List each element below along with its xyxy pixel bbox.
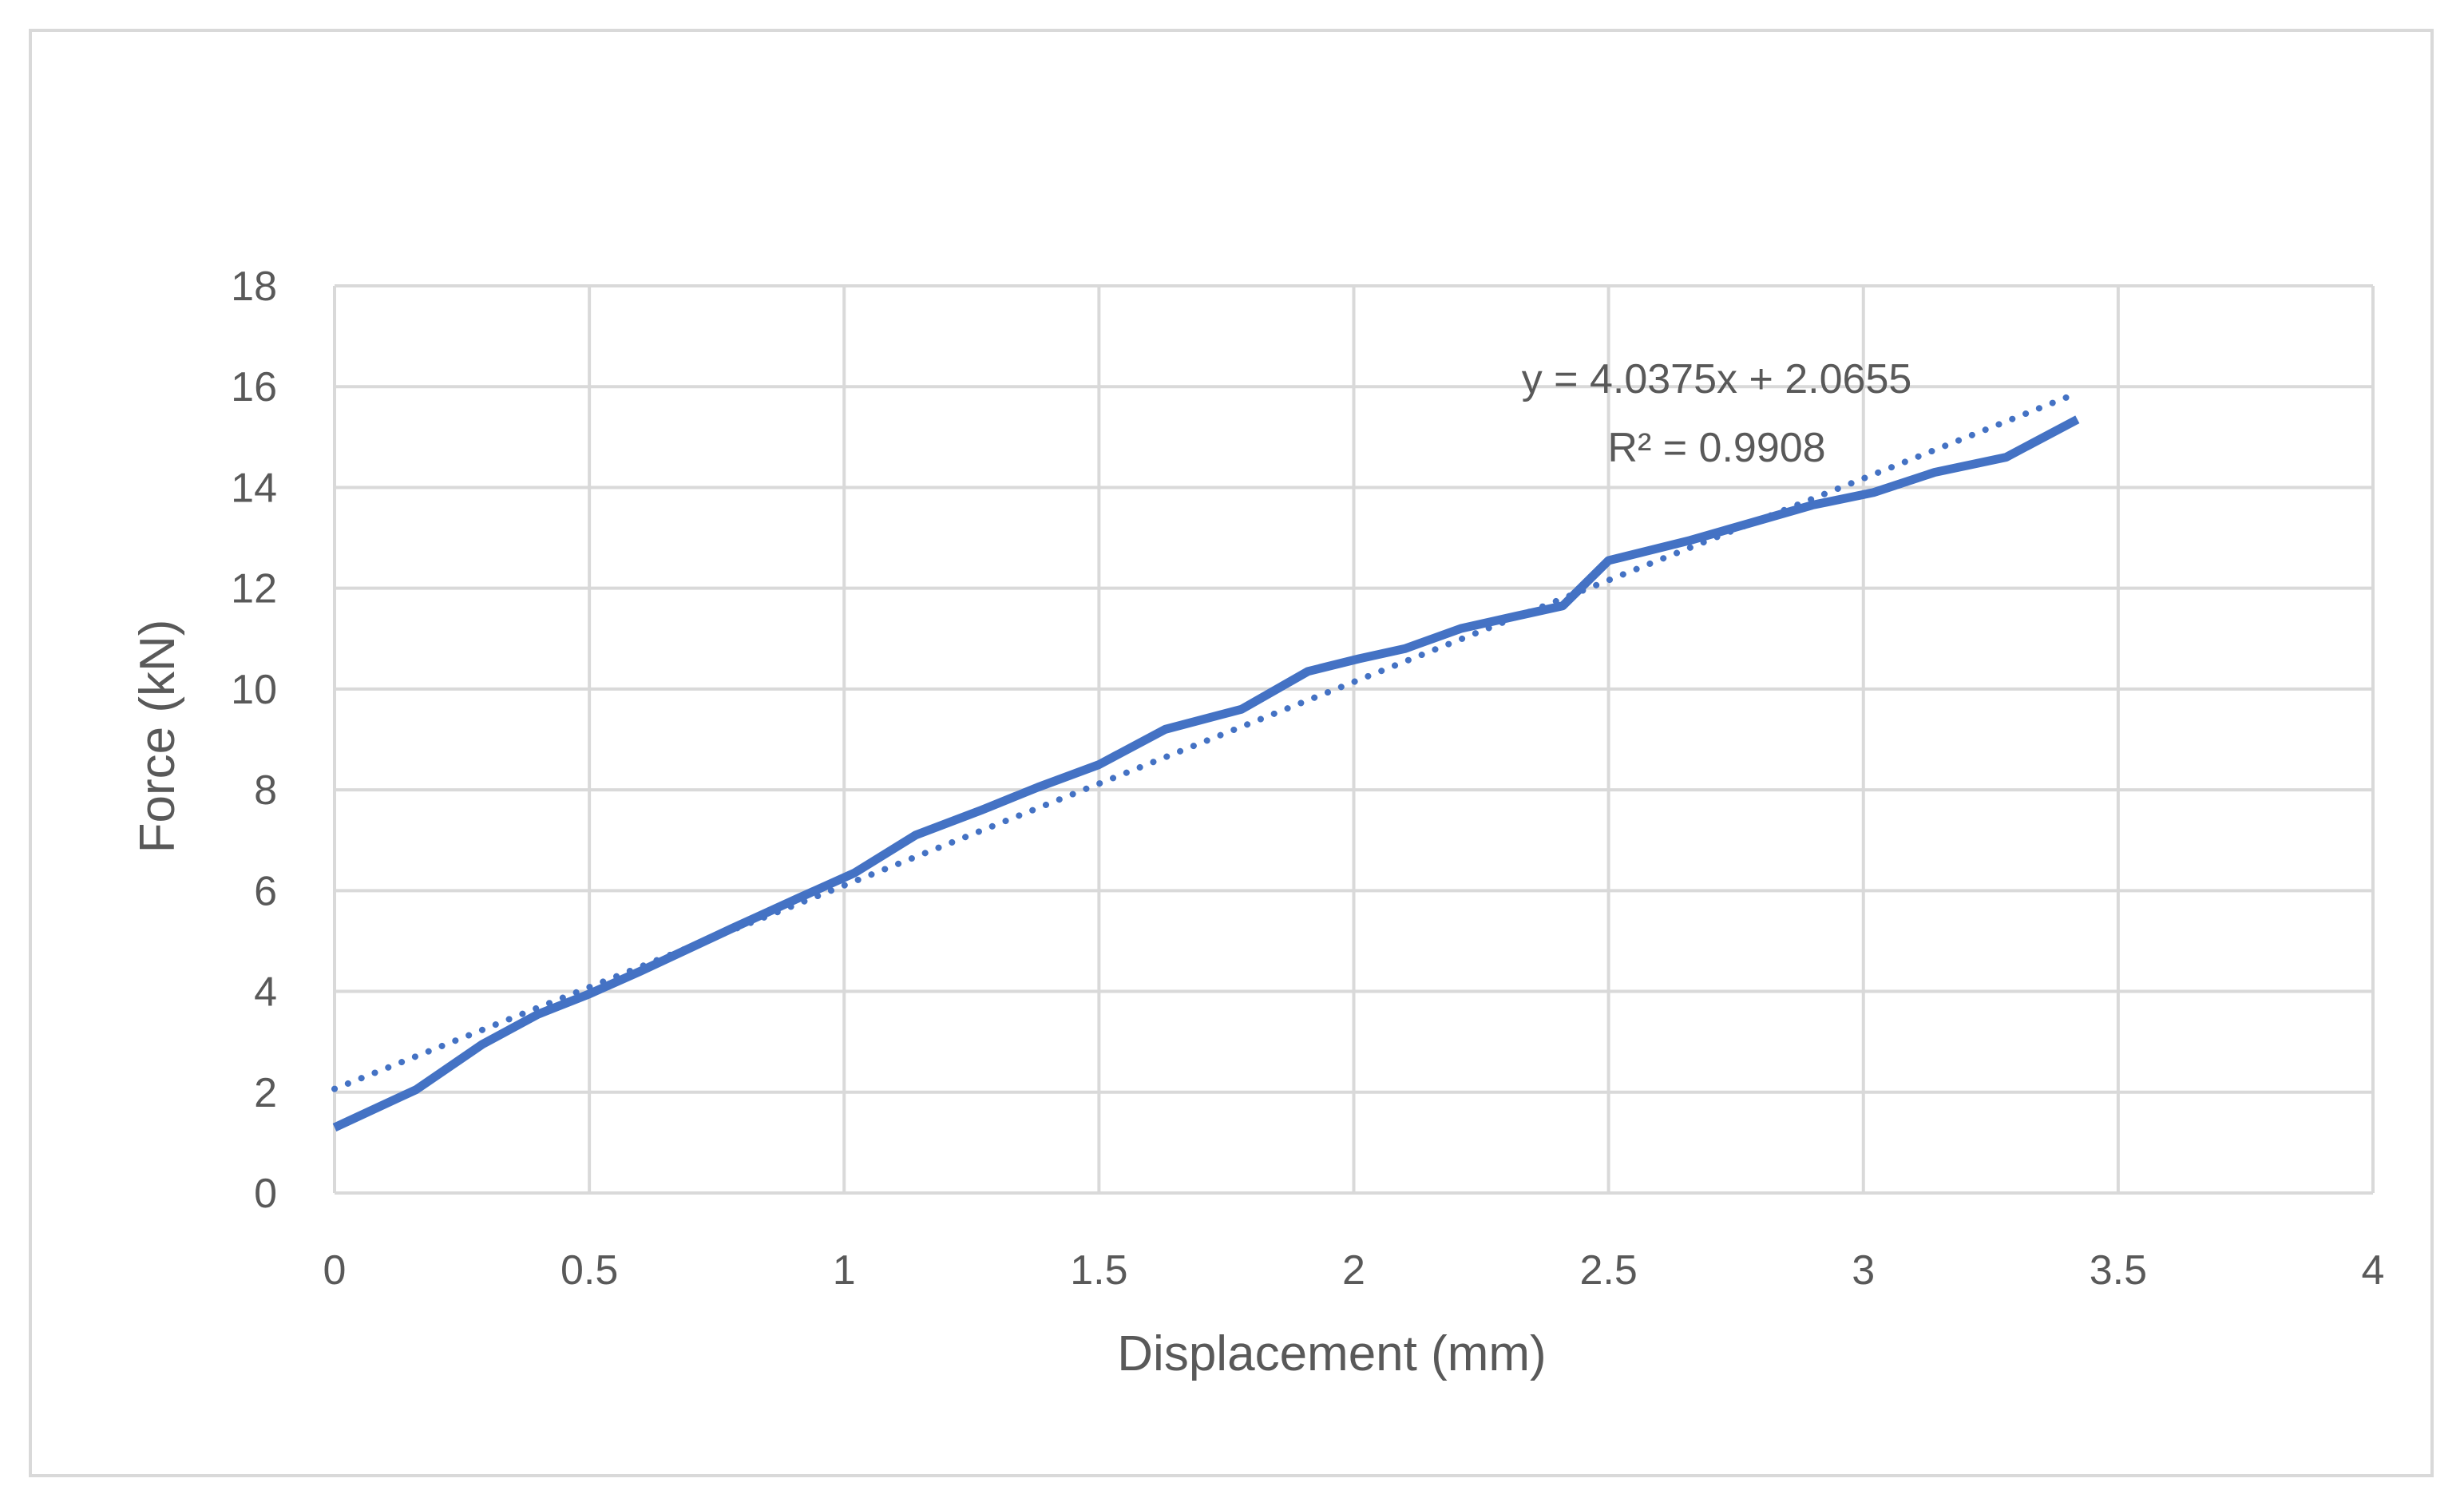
y-tick-label: 0 bbox=[254, 1171, 277, 1217]
y-tick-label: 6 bbox=[254, 868, 277, 914]
y-tick-label: 4 bbox=[254, 969, 277, 1016]
x-tick-label: 4 bbox=[2362, 1247, 2385, 1294]
series-line bbox=[332, 415, 2080, 1132]
x-tick-label: 3 bbox=[1852, 1247, 1875, 1294]
x-tick-label: 3.5 bbox=[2090, 1247, 2147, 1294]
x-tick-label: 0 bbox=[323, 1247, 347, 1294]
y-tick-label: 14 bbox=[231, 465, 277, 511]
y-tick-label: 8 bbox=[254, 767, 277, 814]
x-tick-label: 1.5 bbox=[1070, 1247, 1127, 1294]
x-axis-title: Displacement (mm) bbox=[1117, 1326, 1546, 1381]
chart-frame bbox=[29, 29, 2434, 1477]
gridlines bbox=[333, 284, 2375, 1195]
y-tick-label: 10 bbox=[231, 667, 277, 713]
tick-labels: 0 0.5 1 1.5 2 2.5 3 3.5 4 0 2 4 6 8 10 12 14 16 18 bbox=[231, 264, 2384, 1294]
x-tick-label: 2 bbox=[1342, 1247, 1365, 1294]
y-tick-label: 18 bbox=[231, 264, 277, 310]
y-tick-label: 16 bbox=[231, 364, 277, 410]
y-axis-title: Force (kN) bbox=[130, 620, 185, 854]
x-tick-label: 2.5 bbox=[1579, 1247, 1637, 1294]
trendline-equation: y = 4.0375x + 2.0655 bbox=[1522, 356, 1912, 402]
series-layer bbox=[332, 415, 2080, 1132]
x-tick-label: 1 bbox=[833, 1247, 856, 1294]
y-tick-label: 2 bbox=[254, 1070, 277, 1116]
x-tick-label: 0.5 bbox=[561, 1247, 618, 1294]
y-tick-label: 12 bbox=[231, 566, 277, 612]
trendline-r-squared: R² = 0.9908 bbox=[1607, 425, 1825, 471]
